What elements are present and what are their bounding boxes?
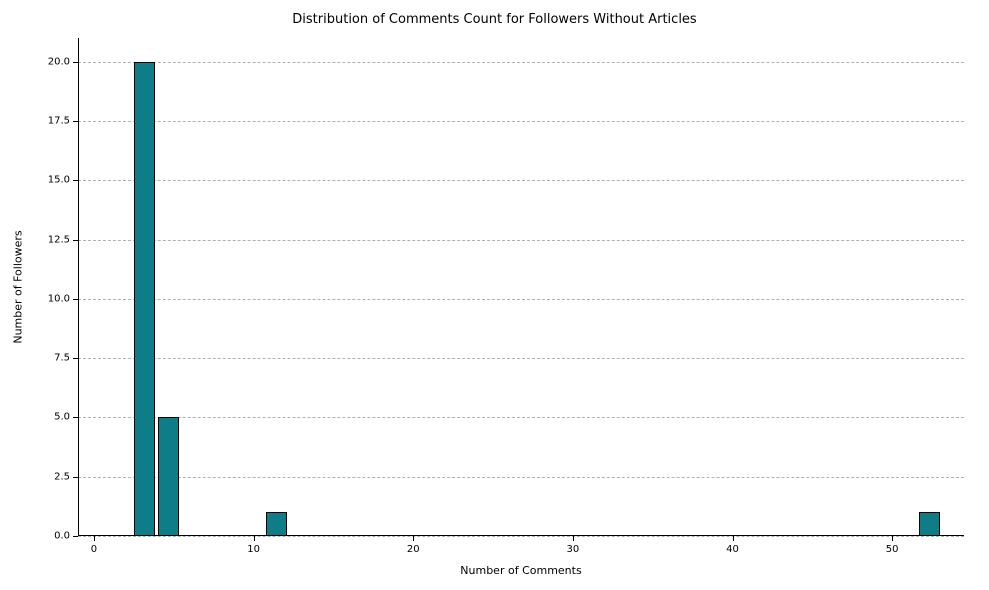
x-tick-label: 30	[567, 544, 580, 555]
histogram-bar	[134, 62, 155, 536]
x-tick-label: 40	[726, 544, 739, 555]
plot-area	[78, 38, 964, 536]
x-tick-label: 10	[247, 544, 260, 555]
y-tick-label: 15.0	[36, 175, 70, 186]
chart-figure: Distribution of Comments Count for Follo…	[0, 0, 989, 590]
y-tick-mark	[73, 477, 78, 478]
x-tick-mark	[892, 536, 893, 541]
x-axis-spine	[78, 535, 964, 536]
y-tick-label: 0.0	[36, 531, 70, 542]
plot-inner	[78, 38, 964, 536]
y-tick-label: 5.0	[36, 412, 70, 423]
gridline	[78, 417, 964, 418]
x-tick-mark	[733, 536, 734, 541]
gridline	[78, 536, 964, 537]
x-tick-mark	[254, 536, 255, 541]
gridline	[78, 358, 964, 359]
x-tick-label: 0	[91, 544, 97, 555]
y-tick-mark	[73, 299, 78, 300]
y-tick-mark	[73, 121, 78, 122]
y-tick-mark	[73, 536, 78, 537]
x-tick-mark	[413, 536, 414, 541]
histogram-bar	[266, 512, 287, 536]
y-axis-label: Number of Followers	[12, 230, 25, 343]
y-tick-label: 17.5	[36, 116, 70, 127]
y-tick-label: 20.0	[36, 56, 70, 67]
x-tick-mark	[573, 536, 574, 541]
y-tick-mark	[73, 240, 78, 241]
x-axis-label: Number of Comments	[460, 564, 581, 577]
y-tick-label: 10.0	[36, 293, 70, 304]
y-tick-label: 7.5	[36, 353, 70, 364]
gridline	[78, 62, 964, 63]
y-axis-spine	[78, 38, 79, 536]
histogram-bar	[158, 417, 179, 536]
chart-title: Distribution of Comments Count for Follo…	[0, 12, 989, 27]
y-tick-mark	[73, 180, 78, 181]
histogram-bar	[919, 512, 940, 536]
y-tick-label: 12.5	[36, 234, 70, 245]
gridline	[78, 299, 964, 300]
gridline	[78, 121, 964, 122]
y-tick-mark	[73, 62, 78, 63]
gridline	[78, 180, 964, 181]
x-tick-mark	[94, 536, 95, 541]
x-tick-label: 20	[407, 544, 420, 555]
y-tick-mark	[73, 358, 78, 359]
y-tick-label: 2.5	[36, 471, 70, 482]
gridline	[78, 240, 964, 241]
y-tick-mark	[73, 417, 78, 418]
gridline	[78, 477, 964, 478]
x-tick-label: 50	[886, 544, 899, 555]
